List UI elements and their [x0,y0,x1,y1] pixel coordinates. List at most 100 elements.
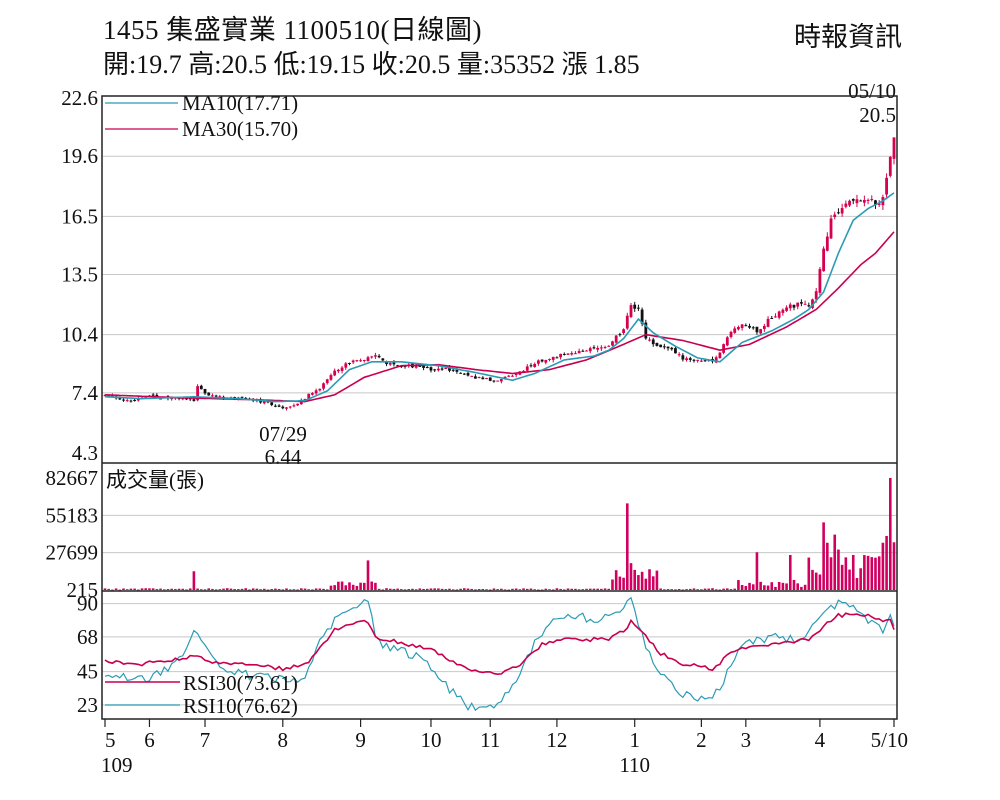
candlesticks [103,137,896,411]
volume-bar [188,588,192,590]
candle-body [659,344,663,348]
ma10-legend-label: MA10(17.71) [182,91,298,115]
candle-body [599,347,603,349]
ma30-legend-label: MA30(15.70) [182,117,298,141]
candle-body [648,339,651,341]
volume-bar [670,589,674,590]
x-year-label: 110 [619,753,650,777]
candle-body [529,365,533,367]
candle-body [348,363,351,365]
candle-body [448,367,451,371]
volume-bar [663,589,666,591]
volume-bar [885,535,888,590]
volume-bar [818,574,822,590]
candle-body [603,347,607,349]
volume-bar [788,554,792,590]
candle-body [311,393,314,395]
candle-body [366,357,370,362]
candle-body [807,305,811,307]
volume-bar [826,542,829,590]
candle-body [466,372,470,376]
volume-tick-label: 82667 [46,466,99,490]
candle-body [596,348,600,350]
volume-bar [348,582,351,590]
volume-bar [729,589,733,590]
volume-bar [881,542,885,590]
candle-body [733,328,737,333]
candle-body [277,405,281,407]
candle-body [288,406,292,408]
candle-body [888,156,892,176]
volume-bar [274,588,277,590]
candle-body [699,360,703,362]
candle-body [481,377,485,380]
volume-bar [148,588,151,590]
rsi10-line [104,596,895,712]
candle-body [581,350,585,352]
price-annotations: 07/29 6.44 05/10 20.5 [259,79,896,469]
volume-bar [674,589,677,591]
volume-bar [440,588,444,590]
volume-bar [563,589,566,591]
candle-body [514,373,518,376]
volume-bar [433,588,436,590]
volume-bar [207,588,211,590]
candle-body [785,307,788,311]
volume-bar [429,588,433,590]
volume-bar [607,588,611,590]
x-month-label: 6 [144,728,155,752]
volume-bar [285,588,288,590]
candle-body [737,326,740,330]
candle-body [759,329,763,334]
candle-body [418,365,422,367]
volume-bar [251,588,255,590]
candle-body [129,400,133,402]
volume-bar [537,589,540,591]
candle-body [329,375,333,380]
rsi30-line [104,612,895,676]
candle-body [203,388,207,394]
candle-body [637,307,640,309]
candle-body [644,322,648,339]
volume-bar [600,588,603,590]
volume-bar [233,589,236,590]
volume-bar [533,589,536,591]
volume-bar [422,588,425,590]
candle-body [833,214,837,217]
volume-bar [525,588,529,590]
volume-bar [829,557,833,590]
candle-body [544,359,548,363]
candle-body [507,375,511,377]
volume-bar [218,589,222,590]
volume-bar [566,588,570,590]
volume-bar [122,588,125,590]
x-month-label: 5/10 [871,728,908,752]
volume-bar [792,579,796,590]
candle-body [877,203,881,205]
volume-bar [281,589,285,591]
rsi-tick-label: 23 [77,693,98,717]
candle-body [625,315,629,329]
candle-body [577,351,581,354]
candle-body [270,402,274,406]
candle-body [325,379,329,384]
volume-bar [685,589,688,590]
candle-body [359,360,362,362]
volume-bar [118,589,122,591]
volume-bar [625,503,629,590]
candle-body [433,369,437,371]
candle-body [336,369,340,372]
volume-bar [107,588,111,590]
volume-bar [840,564,844,590]
candle-body [822,248,826,272]
volume-bar [796,583,799,590]
volume-bar [192,571,196,590]
price-tick-label: 13.5 [61,263,98,287]
volume-bar [133,588,136,590]
volume-bar [244,588,248,590]
volume-bar [455,589,459,591]
volume-bar [277,589,281,590]
volume-bar [877,556,881,590]
volume-bar [800,586,803,590]
candle-body [559,353,563,358]
